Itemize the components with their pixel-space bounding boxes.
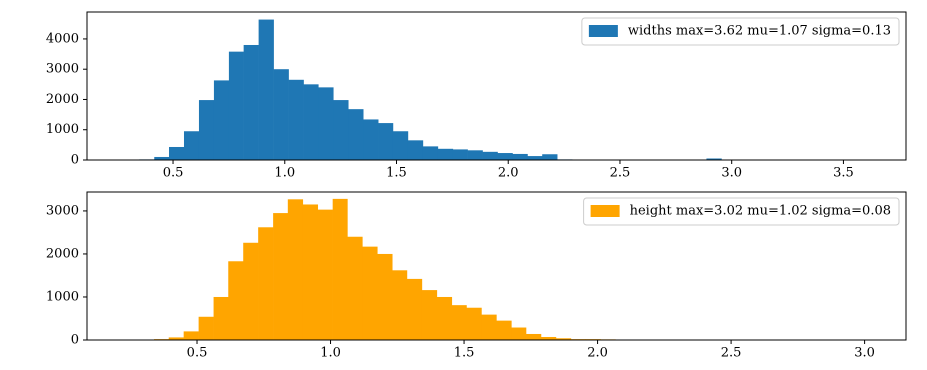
y-tick-label: 2000 [46, 246, 79, 261]
legend-swatch [590, 205, 620, 217]
x-tick-label: 2.5 [610, 166, 631, 181]
histogram-bar [706, 158, 722, 160]
histogram-bar [333, 100, 349, 160]
y-tick-label: 4000 [46, 31, 79, 46]
x-tick-label: 1.0 [320, 346, 341, 361]
histogram-bar [452, 149, 468, 160]
histogram-bar [213, 80, 230, 160]
histogram-bar [511, 327, 527, 340]
x-tick-label: 3.5 [833, 166, 854, 181]
legend-swatch [588, 25, 618, 37]
histogram-bar [422, 146, 439, 160]
histogram-bar [363, 119, 379, 160]
x-tick-label: 0.5 [163, 166, 184, 181]
histogram-bar [273, 213, 289, 340]
x-tick-label: 0.5 [187, 346, 208, 361]
y-tick-label: 2000 [46, 92, 79, 107]
x-tick-label: 1.0 [274, 166, 295, 181]
histogram-bar [540, 336, 557, 340]
histogram-bar [437, 148, 454, 160]
histogram-bar [348, 109, 364, 160]
legend: widths max=3.62 mu=1.07 sigma=0.13 [581, 17, 900, 46]
histogram-bar [347, 236, 363, 340]
histogram-bar [198, 100, 215, 160]
histogram-bar [317, 209, 333, 340]
histogram-bar [154, 156, 170, 160]
histogram-bar [198, 316, 214, 340]
y-tick-label: 3000 [46, 62, 79, 77]
histogram-bar [526, 333, 542, 340]
histogram-bar [496, 320, 512, 340]
x-tick-label: 2.0 [498, 166, 519, 181]
histogram-bar [243, 44, 259, 160]
histogram-bar [392, 131, 409, 160]
histogram-bar [421, 290, 438, 340]
axes-frame [86, 191, 907, 341]
histogram-bar [392, 270, 408, 340]
y-tick-label: 0 [71, 153, 79, 168]
axes-frame [86, 11, 907, 161]
histogram-bar [228, 51, 244, 160]
histogram-bar [183, 331, 199, 340]
histogram-bar [377, 253, 393, 340]
histogram-bar [482, 151, 498, 160]
x-tick-label: 3.0 [854, 346, 875, 361]
histogram-bar [273, 69, 289, 160]
histogram-bar [287, 199, 304, 340]
histogram-bar [481, 314, 497, 340]
histogram-bar [243, 242, 259, 340]
y-tick-label: 1000 [46, 289, 79, 304]
x-tick-label: 1.5 [386, 166, 407, 181]
histogram-bar [258, 19, 274, 160]
histogram-bar [497, 153, 513, 160]
histogram-bar [362, 246, 378, 340]
x-tick-label: 3.0 [721, 166, 742, 181]
histogram-bar [436, 296, 453, 340]
histogram-bar [228, 261, 244, 340]
histogram-bar [302, 204, 319, 340]
histogram-bar [512, 153, 528, 160]
histogram-bar [258, 227, 274, 340]
histogram-bar [288, 79, 304, 160]
subplot: 0 1000 2000 3000 4000 0.5 1.0 1.5 2.0 2.5 3.0 3.5 wi… [46, 11, 907, 181]
histogram-bar [303, 84, 319, 160]
x-tick-label: 2.5 [721, 346, 742, 361]
histogram-bar [527, 156, 543, 160]
y-tick-label: 1000 [46, 122, 79, 137]
histogram-bar [467, 150, 483, 160]
legend: height max=3.02 mu=1.02 sigma=0.08 [583, 197, 900, 226]
y-tick-label: 0 [71, 333, 79, 348]
legend-label: widths max=3.62 mu=1.07 sigma=0.13 [628, 24, 891, 39]
histogram-bar [466, 307, 482, 340]
x-tick-label: 2.0 [587, 346, 608, 361]
histogram-bar [406, 278, 423, 340]
histogram-bar [378, 123, 394, 160]
legend-frame [583, 197, 900, 226]
y-tick-label: 3000 [46, 203, 79, 218]
histogram-bar [555, 338, 572, 340]
histogram-bar [169, 146, 185, 160]
subplot: 0 1000 2000 3000 0.5 1.0 1.5 2.0 2.5 3.0 height ma… [46, 191, 907, 361]
histogram-bar [168, 337, 184, 340]
legend-label: height max=3.02 mu=1.02 sigma=0.08 [630, 204, 891, 219]
histogram-bar [542, 154, 558, 160]
histogram-bar [213, 296, 229, 340]
legend-frame [581, 17, 900, 46]
histogram-bar [318, 87, 334, 160]
histogram-bar [183, 131, 200, 160]
x-tick-label: 1.5 [454, 346, 475, 361]
histogram-bar [407, 140, 424, 160]
histogram-bar [451, 305, 467, 340]
histogram-bar [332, 198, 348, 340]
